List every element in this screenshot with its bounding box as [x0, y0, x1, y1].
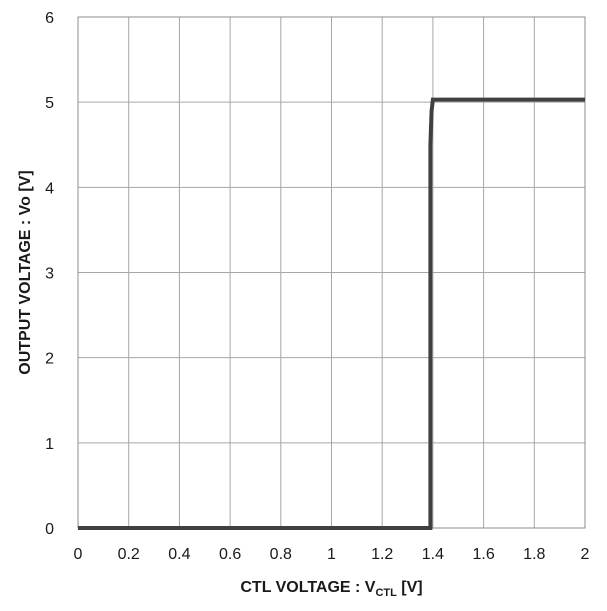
y-tick-label: 6 [45, 10, 54, 27]
x-tick-label: 0 [74, 546, 83, 563]
x-axis-title-unit: [V] [397, 579, 423, 596]
x-tick-label: 0.4 [168, 546, 190, 563]
x-axis-title-main: CTL VOLTAGE : V [240, 579, 375, 596]
y-tick-label: 0 [45, 521, 54, 538]
x-tick-label: 1.4 [422, 546, 444, 563]
x-tick-label: 1.2 [371, 546, 393, 563]
y-tick-label: 4 [45, 180, 54, 197]
series-layer [78, 97, 585, 530]
y-tick-label: 2 [45, 351, 54, 368]
x-tick-label: 2 [581, 546, 590, 563]
y-axis-ticks: 0 1 2 3 4 5 6 [45, 10, 54, 538]
y-tick-label: 1 [45, 436, 54, 453]
grid [77, 16, 586, 529]
x-axis-ticks: 0 0.2 0.4 0.6 0.8 1 1.2 1.4 1.6 1.8 2 [74, 546, 590, 563]
x-tick-label: 1.8 [523, 546, 545, 563]
x-tick-label: 0.2 [118, 546, 140, 563]
x-tick-label: 0.8 [270, 546, 292, 563]
y-tick-label: 3 [45, 266, 54, 283]
x-tick-label: 1 [327, 546, 336, 563]
x-axis-title: CTL VOLTAGE : VCTL [V] [240, 579, 422, 599]
series-line-0 [78, 97, 585, 530]
x-tick-label: 1.6 [472, 546, 494, 563]
x-tick-label: 0.6 [219, 546, 241, 563]
y-axis-title: OUTPUT VOLTAGE : Vo [V] [17, 170, 34, 374]
y-tick-label: 5 [45, 95, 54, 112]
x-axis-title-subscript: CTL [375, 587, 397, 599]
